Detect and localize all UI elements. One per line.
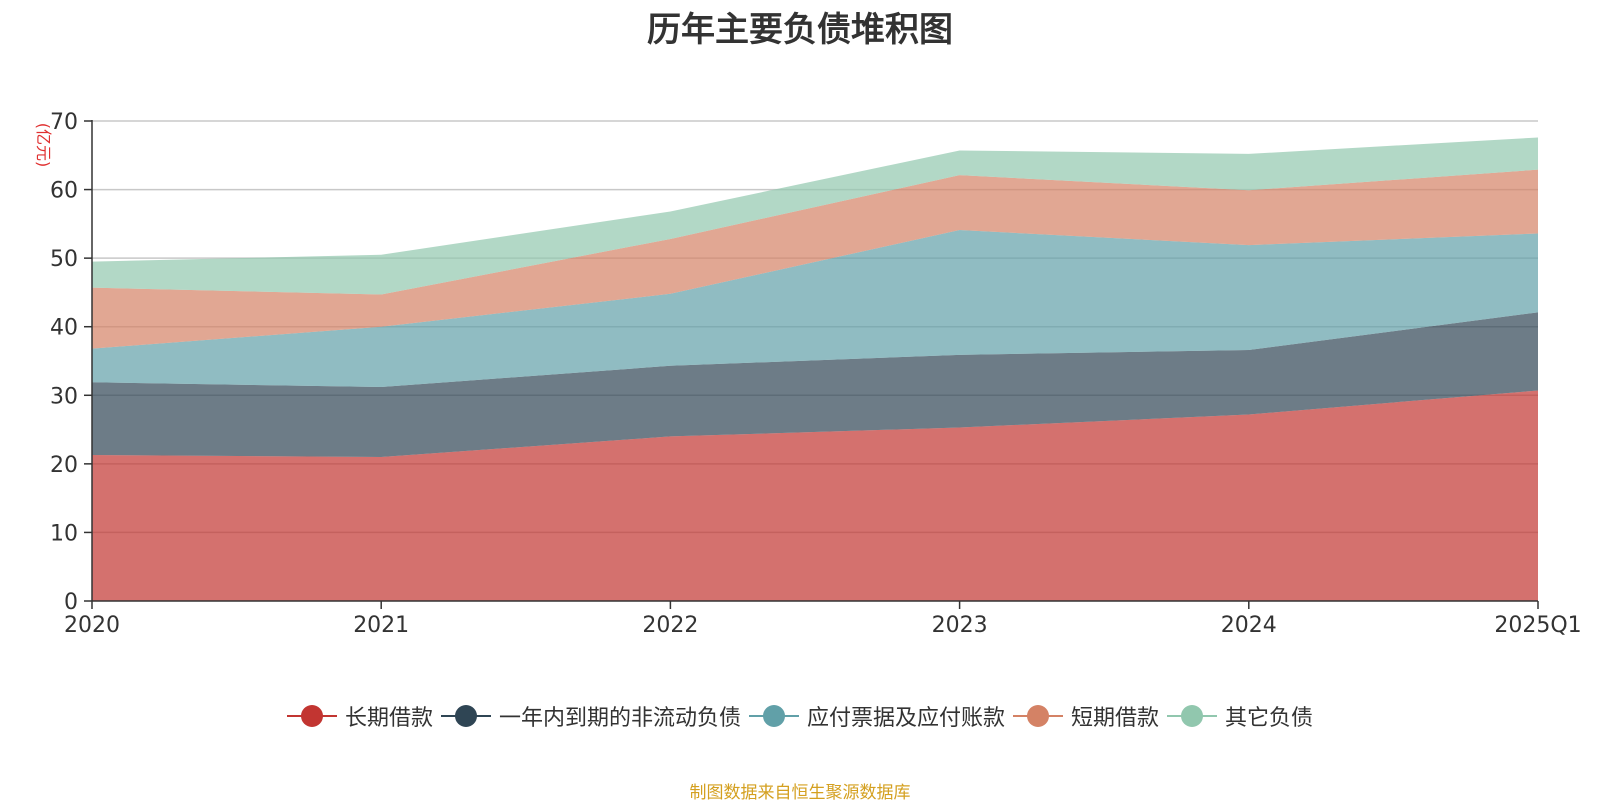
legend-marker-icon [748,705,799,727]
y-tick-label: 70 [50,110,78,135]
legend-marker-icon [1167,705,1218,727]
legend-item-1[interactable]: 长期借款 [286,700,433,732]
x-tick-label: 2021 [353,613,409,638]
y-tick-label: 60 [50,179,78,204]
legend-label: 短期借款 [1071,706,1160,731]
x-tick-label: 2023 [932,613,988,638]
legend-item-5[interactable]: 其它负债 [1167,700,1313,732]
legend-item-4[interactable]: 短期借款 [1013,700,1159,732]
source-note: 制图数据来自恒生聚源数据库 [689,783,911,803]
chart-title: 历年主要负债堆积图 [647,10,953,50]
area-series-4: 短期借款 [92,169,1538,349]
y-tick-label: 0 [64,590,78,615]
legend: 长期借款 一年内到期的非流动负债 应付票据及应付账款 短期借款 其它负债 [0,700,1600,732]
y-tick-label: 20 [50,453,78,478]
legend-marker-icon [1013,705,1063,727]
area-series-2: 一年内到期的非流动负债 [92,312,1538,457]
x-tick-label: 2022 [642,613,698,638]
x-tick-label: 2020 [64,613,120,638]
y-tick-label: 50 [50,247,78,272]
legend-marker-icon [440,705,491,727]
area-series-3: 应付票据及应付账款 [92,230,1538,388]
area-series-1: 长期借款 [92,390,1538,601]
legend-item-2[interactable]: 一年内到期的非流动负债 [440,700,741,732]
y-tick-label: 30 [50,384,78,409]
x-tick-label: 2025Q1 [1494,613,1581,638]
axes: 0 10 20 30 40 50 60 70 2020 2021 2022 2023 2024 2025Q… [50,110,1582,638]
legend-label: 一年内到期的非流动负债 [498,706,741,731]
legend-label: 应付票据及应付账款 [806,706,1005,731]
y-tick-label: 40 [50,316,78,341]
x-tick-label: 2024 [1221,613,1277,638]
legend-item-3[interactable]: 应付票据及应付账款 [748,700,1005,732]
legend-label: 长期借款 [344,706,433,731]
legend-label: 其它负债 [1225,706,1314,731]
y-tick-label: 10 [50,521,78,546]
legend-marker-icon [286,705,337,727]
y-axis-unit-label: (亿元) [34,123,53,168]
area-series-5: 其它负债 [92,137,1538,295]
